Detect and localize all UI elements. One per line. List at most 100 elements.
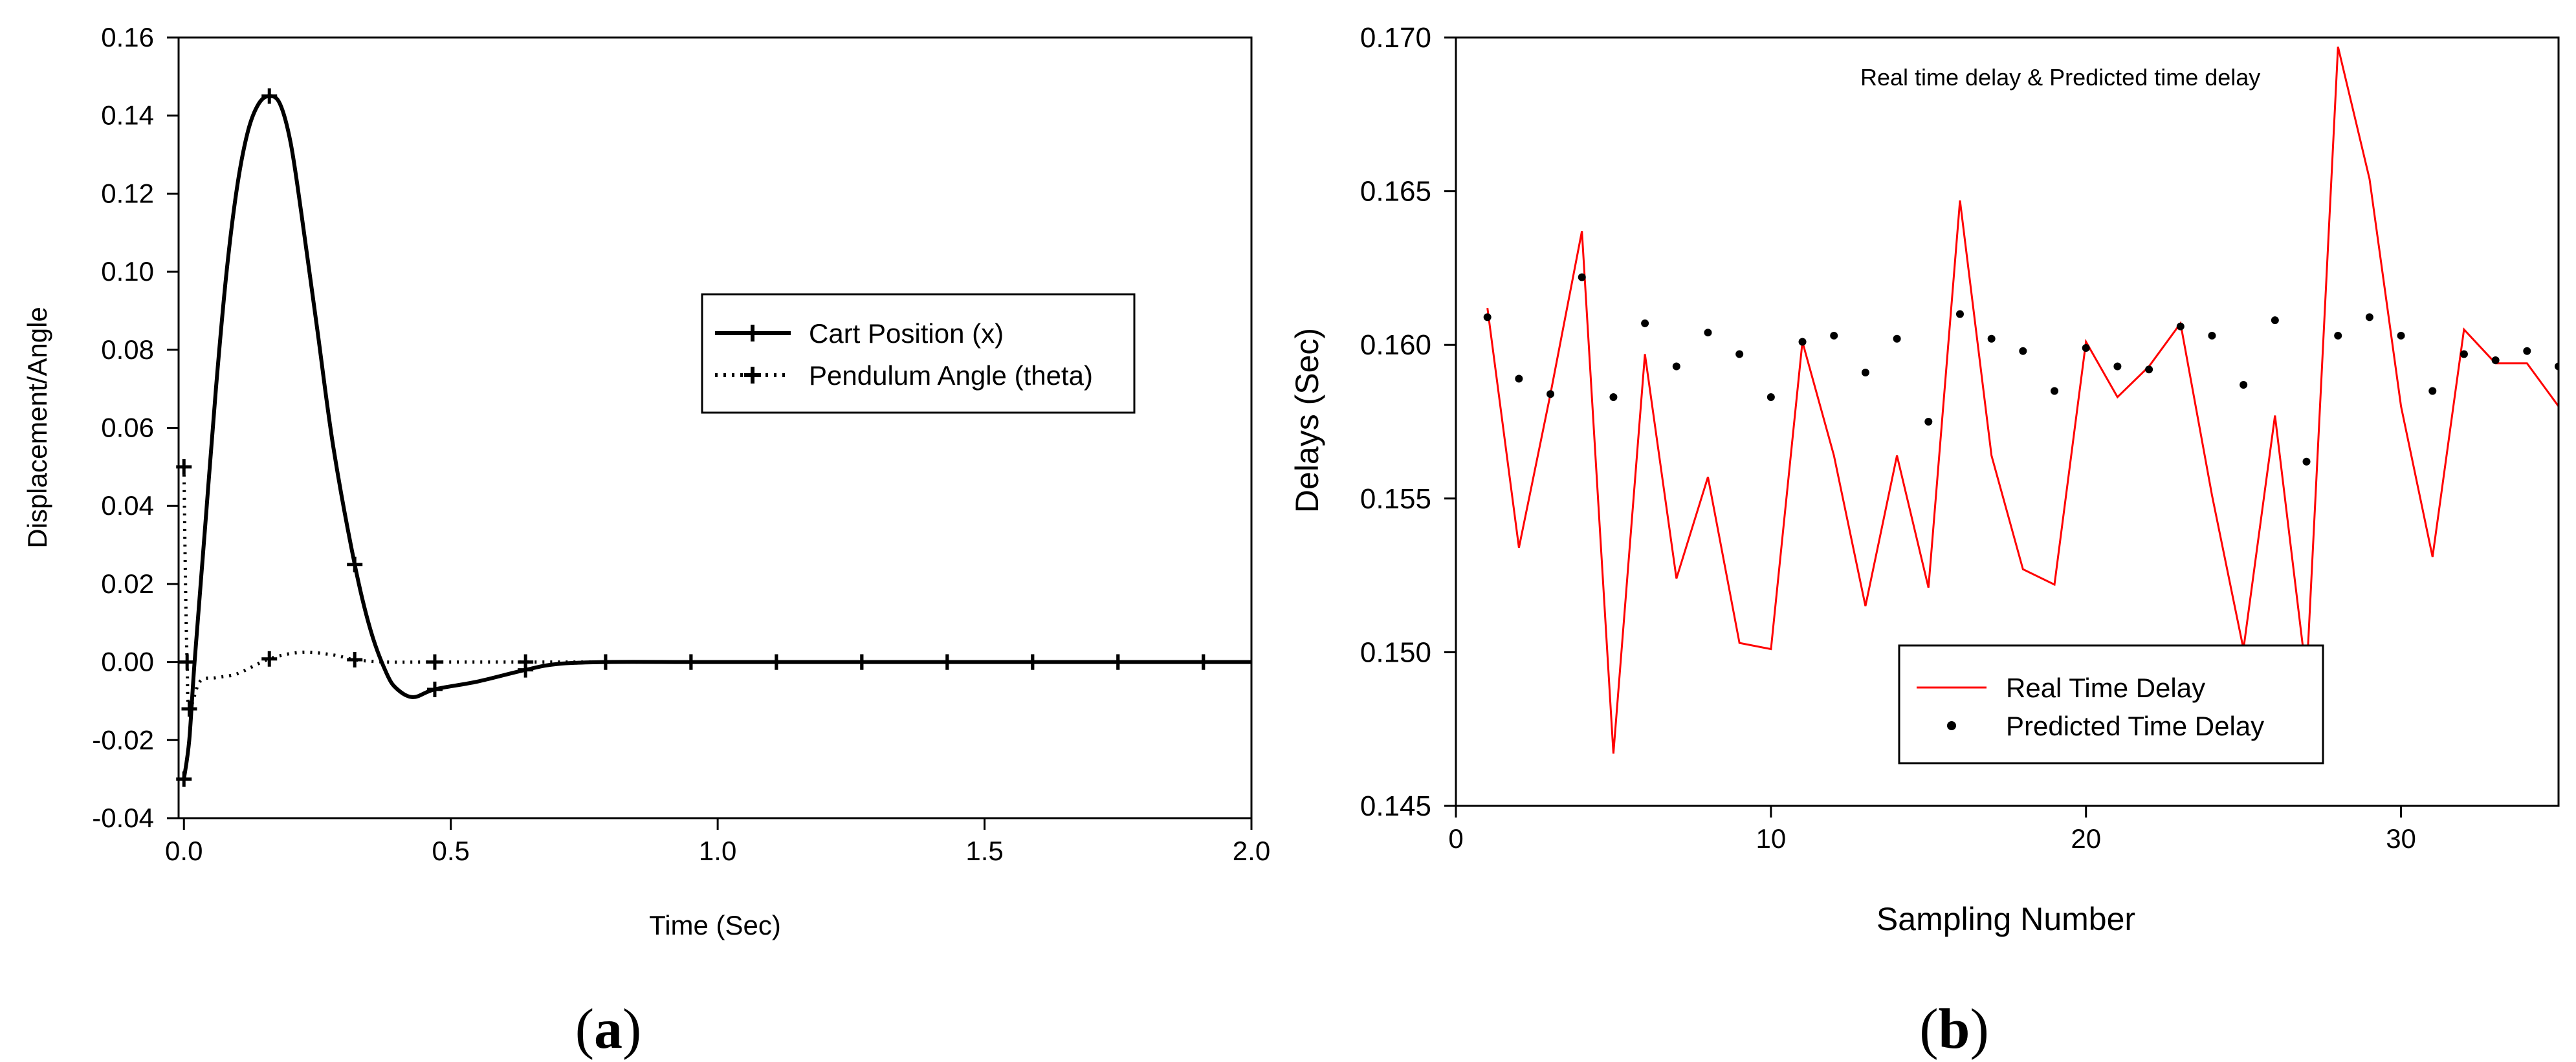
point-predicted-time-delay (2491, 356, 2500, 364)
panel-b-x-tick-label: 30 (2386, 823, 2416, 854)
point-predicted-time-delay (2460, 350, 2468, 358)
panel-a-y-tick-label: 0.14 (101, 100, 154, 131)
panel-a-y-tick-label: 0.16 (101, 22, 154, 52)
marker-pendulum-angle (426, 654, 443, 670)
marker-pendulum-angle (768, 654, 784, 670)
panel-b-x-tick-label: 10 (1756, 823, 1786, 854)
panel-a-y-tick-label: 0.02 (101, 569, 154, 599)
point-predicted-time-delay (2240, 380, 2248, 389)
point-predicted-time-delay (1735, 350, 1744, 358)
point-predicted-time-delay (2334, 331, 2342, 340)
point-predicted-time-delay (2302, 457, 2311, 466)
point-predicted-time-delay (2365, 313, 2373, 321)
legend-marker-cart-position (744, 325, 761, 341)
panel-b-x-tick-label: 0 (1448, 823, 1463, 854)
point-predicted-time-delay (1641, 319, 1649, 327)
point-predicted-time-delay (1798, 338, 1807, 346)
panel-a-y-tick-label: -0.02 (92, 724, 154, 755)
panel-b-plot-area (1483, 46, 2559, 754)
marker-pendulum-angle (181, 701, 197, 717)
panel-a-chart: 0.0 0.5 1.0 1.5 2.0 -0.04 -0.02 0.00 0.02 0.04 0.0… (22, 22, 1270, 940)
marker-pendulum-angle (1195, 654, 1211, 670)
panel-a-legend-box (701, 293, 1136, 414)
marker-pendulum-angle (179, 654, 195, 670)
legend-label-predicted-time-delay: Predicted Time Delay (2006, 711, 2264, 741)
marker-pendulum-angle (347, 651, 363, 667)
marker-pendulum-angle (1110, 654, 1126, 670)
point-predicted-time-delay (1704, 329, 1712, 337)
point-predicted-time-delay (1609, 393, 1618, 401)
point-predicted-time-delay (2271, 316, 2279, 325)
panel-a-x-tick-label: 1.5 (965, 836, 1003, 866)
panel-b-y-tick-label: 0.150 (1360, 636, 1431, 668)
panel-b-y-tick-label: 0.155 (1360, 483, 1431, 515)
marker-cart-position (261, 88, 278, 104)
panel-a-y-tick-label: -0.04 (92, 803, 154, 833)
series-line-real-time-delay (1486, 46, 2559, 754)
marker-pendulum-angle (597, 654, 613, 670)
panel-b-plot-frame (1455, 36, 2560, 807)
marker-pendulum-angle (518, 654, 534, 670)
panel-a-legend: Cart Position (x) Pendulum Angle (theta) (701, 293, 1136, 414)
point-predicted-time-delay (2051, 387, 2059, 395)
marker-pendulum-angle (683, 654, 699, 670)
panel-a-y-axis-label: Displacement/Angle (22, 307, 52, 548)
panel-b-y-tick-label: 0.170 (1360, 22, 1431, 54)
panel-a-x-tick-label: 1.0 (699, 836, 736, 866)
point-predicted-time-delay (2082, 343, 2090, 352)
marker-pendulum-angle (853, 654, 870, 670)
point-predicted-time-delay (1515, 374, 1523, 383)
series-line-cart-position (182, 94, 1251, 780)
point-predicted-time-delay (2176, 322, 2185, 331)
legend-swatch-predicted-time-delay (1947, 721, 1956, 730)
point-predicted-time-delay (2145, 365, 2153, 374)
point-predicted-time-delay (2523, 347, 2531, 355)
legend-label-real-time-delay: Real Time Delay (2006, 673, 2205, 703)
panel-b-legend: Real Time Delay Predicted Time Delay (1898, 644, 2324, 764)
point-predicted-time-delay (1830, 331, 1838, 340)
marker-cart-position (347, 556, 363, 572)
panel-a-x-tick-label: 0.5 (432, 836, 469, 866)
panel-label-a: (a) (575, 998, 642, 1061)
point-predicted-time-delay (2113, 362, 2122, 371)
panel-a-y-tick-label: 0.04 (101, 490, 154, 521)
panel-label-b: (b) (1919, 998, 1989, 1061)
legend-item-cart-position: Cart Position (x) (715, 318, 1004, 349)
marker-pendulum-angle (1024, 654, 1040, 670)
panel-b-x-tick-label: 20 (2071, 823, 2101, 854)
panel-a-plot-frame (177, 36, 1253, 819)
panel-b-chart-title: Real time delay & Predicted time delay (1860, 64, 2260, 91)
panel-a-x-axis-label: Time (Sec) (649, 910, 781, 940)
legend-item-predicted-time-delay: Predicted Time Delay (1947, 711, 2264, 741)
panel-a-y-tick-label: 0.10 (101, 256, 154, 287)
marker-pendulum-angle (261, 651, 278, 667)
point-predicted-time-delay (1547, 390, 1555, 398)
point-predicted-time-delay (1767, 393, 1775, 401)
panel-a-y-tick-label: 0.08 (101, 334, 154, 365)
point-predicted-time-delay (2019, 347, 2027, 355)
panel-a-y-tick-label: 0.00 (101, 647, 154, 677)
point-predicted-time-delay (1483, 313, 1492, 321)
point-predicted-time-delay (2428, 387, 2437, 395)
legend-label-cart-position: Cart Position (x) (809, 318, 1004, 349)
panel-b-y-axis-label: Delays (Sec) (1289, 328, 1325, 513)
marker-cart-position (426, 681, 443, 697)
legend-item-pendulum-angle: Pendulum Angle (theta) (715, 360, 1093, 391)
point-predicted-time-delay (1861, 368, 1869, 376)
panel-b-y-tick-label: 0.145 (1360, 790, 1431, 822)
point-predicted-time-delay (1955, 310, 1964, 318)
panel-a-x-tick-label: 2.0 (1233, 836, 1270, 866)
panel-a-y-tick-label: 0.06 (101, 413, 154, 443)
legend-label-pendulum-angle: Pendulum Angle (theta) (809, 360, 1093, 391)
panel-b-y-tick-label: 0.165 (1360, 176, 1431, 208)
point-predicted-time-delay (1893, 334, 1901, 343)
panel-b-legend-box (1898, 644, 2324, 764)
marker-pendulum-angle (939, 654, 955, 670)
panel-a-y-tick-label: 0.12 (101, 178, 154, 208)
point-predicted-time-delay (1578, 273, 1586, 281)
point-predicted-time-delay (2208, 331, 2216, 340)
panel-a-x-tick-label: 0.0 (165, 836, 203, 866)
legend-item-real-time-delay: Real Time Delay (1917, 673, 2205, 703)
panel-b-y-tick-label: 0.160 (1360, 329, 1431, 361)
